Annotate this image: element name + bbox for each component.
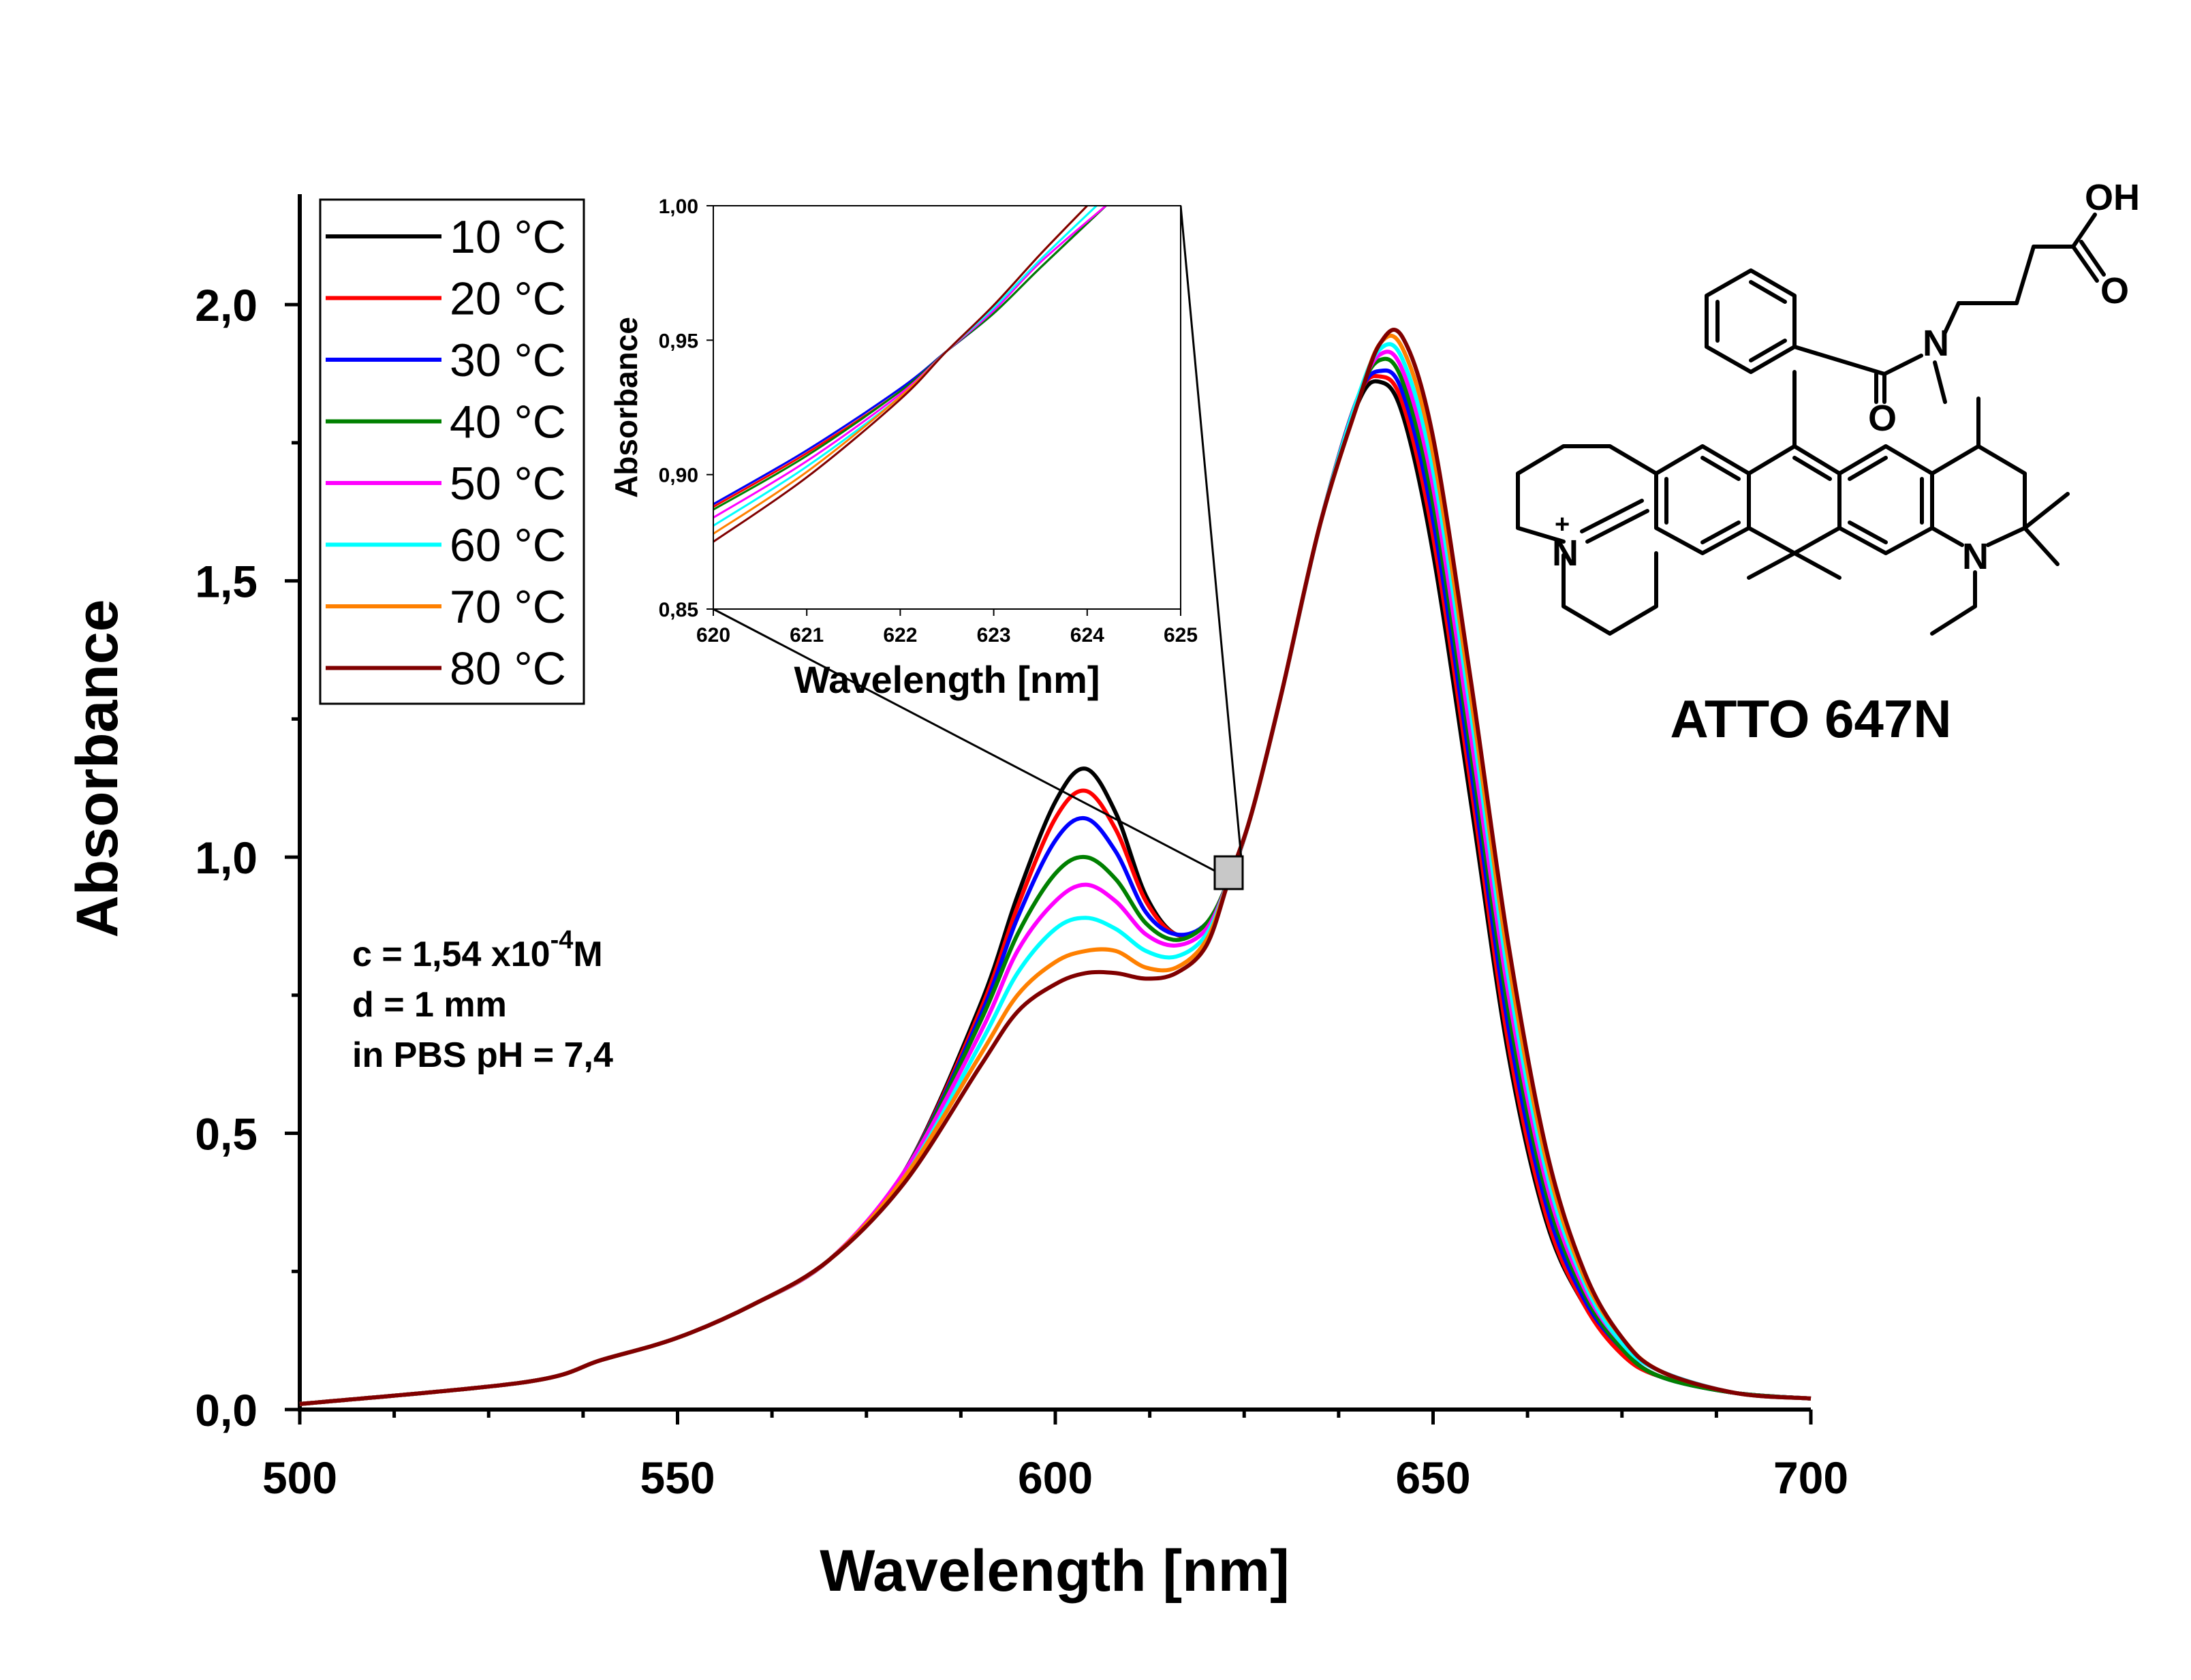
y-tick-label: 2,0 bbox=[195, 280, 258, 330]
bond-right-gem-methyl-1 bbox=[2023, 492, 2070, 530]
bond-n-methyl bbox=[1933, 360, 1947, 404]
inset-series-line bbox=[713, 204, 1088, 543]
core-center-double-bond bbox=[1792, 456, 1832, 481]
atom-label-oh: OH bbox=[2085, 177, 2140, 218]
julolidine-lower-ring bbox=[1561, 551, 1658, 636]
core-left-ring bbox=[1654, 444, 1751, 555]
inset-y-tick-label: 0,85 bbox=[659, 599, 698, 621]
inset-x-tick-label: 625 bbox=[1164, 624, 1198, 647]
x-tick-label: 600 bbox=[1018, 1452, 1093, 1503]
bond-n-ethyl-2 bbox=[1930, 604, 1977, 636]
bond-gem-methyl-2 bbox=[1792, 551, 1842, 580]
inset-chart: 620 621 622 623 624 625 0,85 0,90 0,95 1,00 Wave… bbox=[608, 196, 1198, 701]
inset-y-axis-label: Absorbance bbox=[608, 317, 644, 498]
bond-right-gem-methyl-2 bbox=[2023, 526, 2060, 566]
legend-label: 30 °C bbox=[450, 335, 566, 386]
main-series-group bbox=[299, 328, 1812, 1406]
annotation-path-length: d = 1 mm bbox=[352, 985, 507, 1025]
annotation-buffer: in PBS pH = 7,4 bbox=[352, 1036, 613, 1075]
inset-x-tick-label: 624 bbox=[1070, 624, 1104, 647]
bond-n-core-double bbox=[1585, 509, 1649, 544]
zoom-connector-left bbox=[713, 608, 1227, 878]
julolidine-upper-ring bbox=[1516, 444, 1658, 544]
inset-x-ticks: 620 621 622 623 624 625 bbox=[696, 609, 1198, 647]
bond-ring-to-carbonyl bbox=[1792, 345, 1886, 376]
annotation-unit: M bbox=[573, 935, 602, 974]
benzene-ring bbox=[1705, 268, 1797, 374]
x-tick-label: 500 bbox=[262, 1452, 337, 1503]
main-x-axis-label: Wavelength [nm] bbox=[820, 1538, 1290, 1604]
benzene-double-bond-2 bbox=[1749, 339, 1787, 362]
core-right-double-bond-1 bbox=[1848, 456, 1888, 481]
legend-label: 20 °C bbox=[450, 273, 566, 325]
bond-acid-co-1 bbox=[2071, 245, 2099, 283]
atom-label-n-amide: N bbox=[1923, 323, 1949, 364]
bond-n-chain bbox=[1943, 301, 1961, 335]
right-ring bbox=[1930, 444, 2027, 547]
main-y-ticks: 0,0 0,5 1,0 1,5 2,0 bbox=[195, 280, 300, 1435]
y-tick-label: 1,0 bbox=[195, 833, 258, 883]
inset-x-tick-label: 623 bbox=[977, 624, 1011, 647]
annotation-exponent: -4 bbox=[550, 926, 574, 954]
inset-x-tick-label: 622 bbox=[883, 624, 917, 647]
legend-label: 50 °C bbox=[450, 458, 566, 510]
atom-label-o-acid: O bbox=[2100, 270, 2129, 311]
core-right-ring bbox=[1837, 444, 1934, 555]
bond-acid-oh bbox=[2071, 213, 2097, 249]
bond-carbonyl-to-n bbox=[1882, 354, 1923, 376]
series-line bbox=[299, 328, 1812, 1406]
x-tick-label: 550 bbox=[640, 1452, 715, 1503]
core-left-double-bond-3 bbox=[1700, 520, 1741, 544]
core-right-double-bond-3 bbox=[1848, 520, 1888, 544]
legend: 10 °C 20 °C 30 °C 40 °C 50 °C 60 °C 70 °C 80 °C bbox=[319, 198, 585, 705]
inset-x-tick-label: 621 bbox=[790, 624, 824, 647]
inset-y-tick-label: 0,90 bbox=[659, 465, 698, 487]
zoom-region-box bbox=[1213, 855, 1244, 890]
x-tick-label: 700 bbox=[1773, 1452, 1848, 1503]
inset-series-group bbox=[713, 204, 1107, 543]
core-left-double-bond-1 bbox=[1700, 456, 1741, 481]
structure-atom-labels: OH O N O N + N bbox=[1552, 177, 2140, 577]
annotation-concentration: c = 1,54 x10-4M bbox=[352, 926, 603, 974]
bond-n-core bbox=[1580, 499, 1644, 533]
atom-label-n-right: N bbox=[1962, 536, 1989, 577]
y-tick-label: 0,0 bbox=[195, 1385, 258, 1435]
main-y-axis-label: Absorbance bbox=[65, 599, 130, 937]
atom-label-plus: + bbox=[1555, 510, 1570, 539]
inset-y-tick-label: 0,95 bbox=[659, 330, 698, 352]
legend-label: 80 °C bbox=[450, 643, 566, 695]
bond-n-to-core bbox=[1930, 526, 1964, 547]
inset-x-axis-label: Wavelength [nm] bbox=[794, 658, 1100, 701]
inset-frame bbox=[713, 205, 1181, 610]
bond-gem-methyl-1 bbox=[1747, 551, 1797, 580]
y-tick-label: 1,5 bbox=[195, 557, 258, 607]
inset-y-tick-label: 1,00 bbox=[659, 196, 698, 218]
legend-label: 70 °C bbox=[450, 581, 566, 633]
legend-label: 40 °C bbox=[450, 396, 566, 448]
annotation-concentration-text: c = 1,54 x10 bbox=[352, 935, 550, 974]
legend-box bbox=[319, 198, 585, 705]
y-tick-label: 0,5 bbox=[195, 1109, 258, 1160]
annotation-block: c = 1,54 x10-4M d = 1 mm in PBS pH = 7,4 bbox=[352, 926, 613, 1075]
inset-x-tick-label: 620 bbox=[696, 624, 730, 647]
bond-chain-2 bbox=[2015, 245, 2036, 305]
x-tick-label: 650 bbox=[1395, 1452, 1470, 1503]
bond-acid-co-2 bbox=[2079, 240, 2106, 277]
legend-label: 60 °C bbox=[450, 520, 566, 572]
inset-background bbox=[713, 206, 1181, 609]
inset-y-ticks: 0,85 0,90 0,95 1,00 bbox=[659, 196, 713, 621]
chemical-structure-drawing bbox=[1516, 213, 2106, 636]
legend-label: 10 °C bbox=[450, 211, 566, 263]
zoom-connector-right bbox=[1179, 205, 1243, 859]
benzene-double-bond-1 bbox=[1749, 280, 1787, 304]
core-center-ring bbox=[1747, 444, 1842, 555]
atom-label-n-plus: N bbox=[1552, 533, 1579, 574]
structure-name: ATTO 647N bbox=[1670, 689, 1951, 749]
main-x-ticks: 500 550 600 650 700 bbox=[262, 1410, 1848, 1503]
zoom-indicator bbox=[713, 205, 1244, 890]
atom-label-o-amide: O bbox=[1868, 398, 1897, 439]
